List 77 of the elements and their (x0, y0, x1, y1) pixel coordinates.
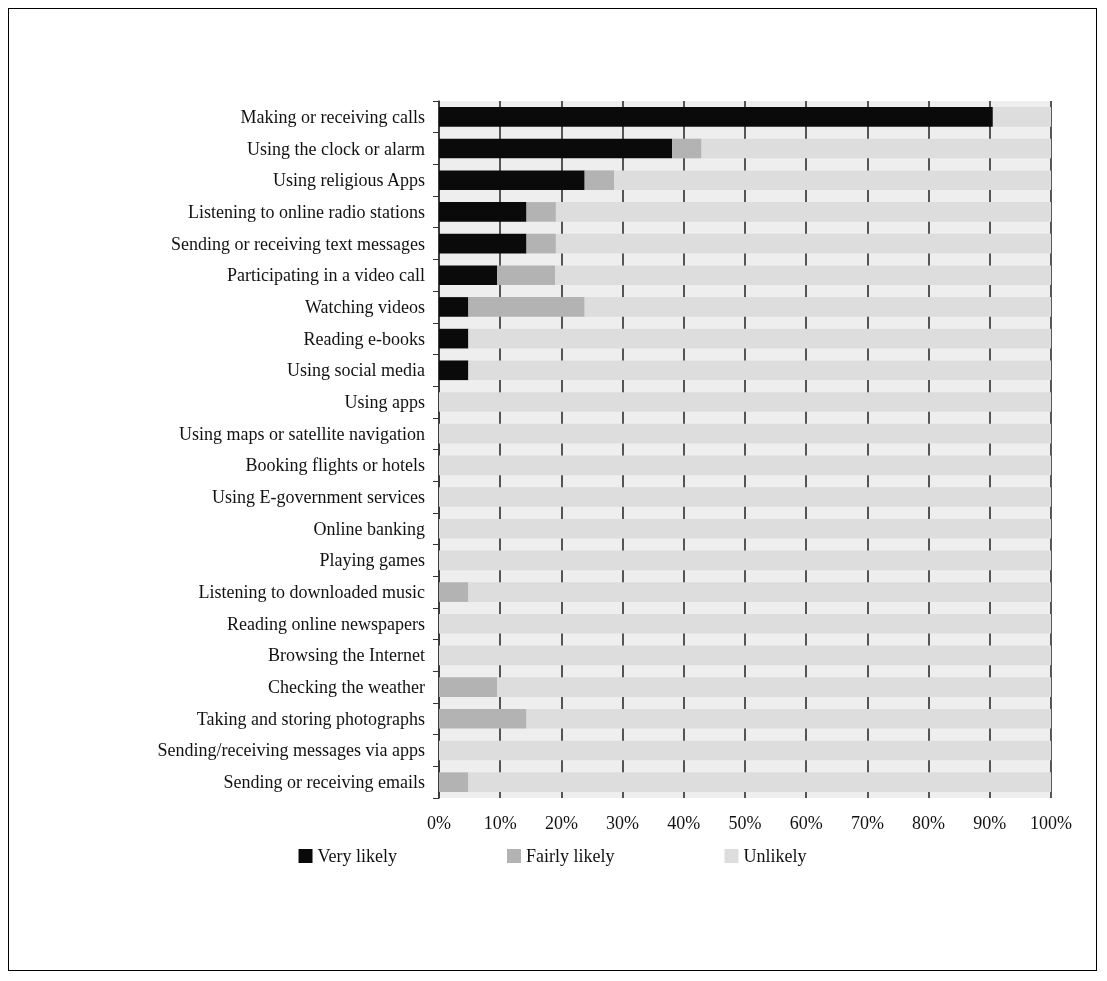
y-tick-label: Taking and storing photographs (196, 708, 425, 729)
bar (555, 265, 1051, 286)
bar (497, 677, 1051, 697)
bar (439, 455, 1051, 476)
x-tick-label: 80% (912, 813, 946, 833)
bar (439, 107, 993, 127)
bar (439, 202, 527, 222)
y-tick-label: Reading online newspapers (227, 613, 425, 634)
x-tick-label: 40% (667, 813, 701, 833)
x-tick-label: 60% (789, 813, 823, 833)
y-tick-label: Sending or receiving text messages (171, 233, 425, 254)
bar (526, 708, 1051, 729)
y-tick-label: Using the clock or alarm (247, 138, 425, 159)
bar (672, 138, 702, 159)
x-tick-label: 70% (850, 813, 884, 833)
legend-label: Very likely (317, 846, 397, 866)
x-tick-label: 90% (973, 813, 1007, 833)
x-tick-label: 10% (483, 813, 517, 833)
bar (468, 582, 1051, 602)
bar (439, 297, 469, 317)
y-tick-label: Checking the weather (268, 677, 426, 698)
y-tick-label: Using social media (287, 360, 425, 381)
bar (584, 170, 615, 191)
bar (701, 138, 1051, 159)
y-tick-label: Using maps or satellite navigation (179, 423, 425, 444)
y-tick-label: Sending or receiving emails (223, 772, 425, 793)
x-tick-label: 0% (427, 813, 451, 833)
bar (439, 360, 469, 381)
bar (439, 170, 585, 191)
bar (614, 170, 1051, 191)
y-tick-label: Making or receiving calls (240, 106, 425, 127)
bar (468, 297, 585, 317)
y-tick-label: Listening to downloaded music (198, 582, 426, 603)
bar (439, 518, 1051, 539)
y-tick-label: Playing games (319, 550, 425, 571)
bar (526, 233, 556, 254)
y-tick-label: Online banking (313, 518, 425, 539)
y-tick-label: Listening to online radio stations (188, 201, 425, 222)
bar (439, 582, 469, 602)
bar (439, 487, 1051, 507)
bar (439, 265, 498, 286)
bar (439, 392, 1051, 412)
x-tick-label: 100% (1030, 813, 1072, 833)
bar (439, 550, 1051, 571)
bar (468, 328, 1051, 349)
bar (526, 202, 556, 222)
legend-label: Fairly likely (526, 846, 615, 866)
bar (439, 772, 469, 792)
bar (439, 645, 1051, 666)
bar (497, 265, 556, 286)
y-tick-label: Using apps (344, 391, 425, 412)
bar (439, 423, 1051, 444)
x-tick-label: 50% (728, 813, 762, 833)
bar (439, 328, 469, 349)
y-tick-label: Participating in a video call (227, 265, 425, 286)
bar (439, 138, 673, 159)
bar (439, 613, 1051, 634)
x-tick-label: 30% (606, 813, 640, 833)
y-tick-label: Using E-government services (212, 487, 425, 508)
legend-label: Unlikely (743, 846, 807, 866)
bar (992, 107, 1051, 127)
bar (555, 202, 1051, 222)
bar (439, 233, 527, 254)
y-tick-label: Browsing the Internet (268, 645, 425, 666)
y-tick-label: Watching videos (304, 296, 425, 317)
y-tick-label: Sending/receiving messages via apps (157, 740, 425, 761)
y-tick-label: Using religious Apps (272, 170, 425, 191)
y-tick-label: Booking flights or hotels (245, 455, 425, 476)
y-tick-label: Reading e-books (303, 328, 425, 349)
x-tick-label: 20% (544, 813, 578, 833)
bar (584, 297, 1051, 317)
bar (555, 233, 1051, 254)
bar (439, 708, 527, 729)
bar (468, 772, 1051, 792)
bar (439, 677, 498, 697)
bar (468, 360, 1051, 381)
bar (439, 740, 1051, 761)
